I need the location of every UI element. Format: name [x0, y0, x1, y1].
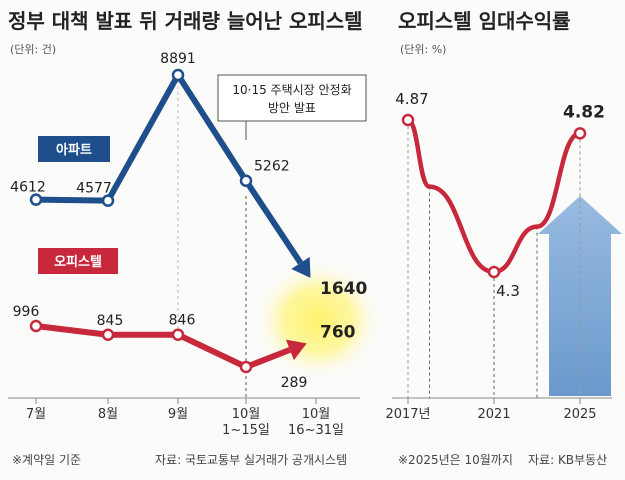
right-plot: 4.87 4.3 4.82: [395, 90, 605, 300]
legend-officetel-label: 오피스텔: [54, 255, 102, 270]
left-unit: (단위: 건): [10, 43, 56, 56]
right-x-tick-label-2: 2025: [563, 407, 596, 422]
left-title: 정부 대책 발표 뒤 거래량 늘어난 오피스텔: [8, 9, 363, 33]
right-x-ticks: 2017년 2021 2025: [385, 398, 597, 422]
apartment-point-1: [101, 194, 115, 207]
officetel-point-2: [171, 328, 185, 341]
left-x-tick-label-3: 10월: [232, 407, 261, 422]
left-x-tick-label-2: 9월: [168, 407, 188, 422]
yield-point-0: [401, 113, 415, 127]
officetel-line: [35, 323, 248, 370]
yield-value-label-0: 4.87: [395, 90, 428, 108]
legend-apartment-tag: [38, 136, 110, 162]
apartment-value-label-0: 4612: [10, 180, 46, 196]
right-title: 오피스텔 임대수익률: [398, 9, 571, 33]
right-footnote: ※2025년은 10월까지: [398, 453, 513, 467]
legend-officetel-tag: [38, 248, 118, 274]
apartment-value-label-3: 5262: [254, 159, 290, 175]
officetel-arrow-head: [285, 339, 307, 361]
legend-apartment-label: 아파트: [56, 142, 92, 158]
left-x-tick-label-4-b: 16~31일: [288, 423, 344, 438]
apartment-line: [35, 72, 249, 204]
officetel-value-label-0: 996: [13, 304, 40, 320]
officetel-arrow-shaft: [244, 347, 292, 370]
right-x-tick-label-1: 2021: [477, 407, 510, 422]
apartment-point-3: [239, 174, 253, 187]
apartment-point-2: [171, 68, 185, 82]
apartment-arrow-head: [291, 256, 311, 278]
yield-value-label-1: 4.3: [496, 282, 520, 300]
right-source: 자료: KB부동산: [528, 453, 607, 467]
left-footnote: ※계약일 기준: [12, 452, 81, 467]
apartment-value-label-4: 1640: [320, 279, 367, 299]
officetel-point-0: [29, 319, 43, 333]
right-x-tick-label-0: 2017년: [385, 407, 430, 422]
annotation-box: [217, 74, 367, 122]
apartment-value-label-2: 8891: [160, 51, 196, 67]
officetel-value-label-4: 760: [320, 323, 356, 343]
officetel-value-label-1: 845: [97, 313, 124, 329]
left-x-tick-label-4: 10월: [302, 407, 331, 422]
left-plot: 4612 4577 8891 5262 1640 996 845 846 289 760: [10, 51, 367, 391]
yield-point-1: [487, 265, 501, 279]
apartment-arrow-shaft: [243, 179, 304, 265]
right-unit: (단위: %): [400, 43, 446, 56]
apartment-value-label-1: 4577: [76, 181, 112, 197]
officetel-value-label-3: 289: [281, 375, 308, 391]
yield-value-label-2: 4.82: [563, 102, 605, 122]
left-source: 자료: 국토교통부 실거래가 공개시스템: [155, 453, 347, 467]
yield-point-2: [573, 127, 587, 140]
left-x-tick-label-1: 8월: [98, 407, 118, 422]
officetel-point-1: [101, 328, 115, 342]
apartment-point-0: [29, 193, 43, 206]
officetel-value-label-2: 846: [169, 313, 196, 329]
annotation-line-2: 방안 발표: [268, 101, 316, 115]
annotation-line-1: 10·15 주택시장 안정화: [232, 83, 351, 97]
left-x-tick-label-0: 7월: [26, 407, 46, 422]
officetel-point-3: [239, 360, 253, 374]
right-guides: [407, 120, 581, 398]
left-x-tick-label-3-b: 1~15일: [222, 423, 270, 438]
